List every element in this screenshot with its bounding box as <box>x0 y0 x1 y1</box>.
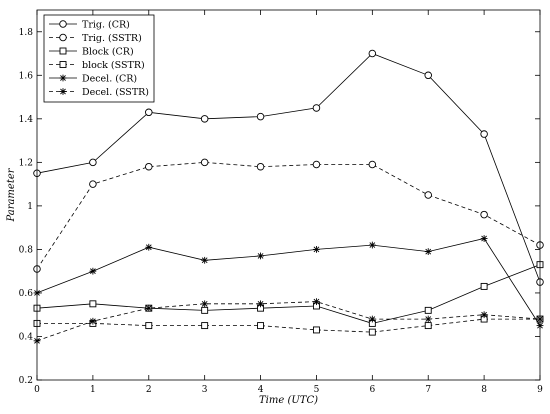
x-tick-label-6: 6 <box>369 385 375 395</box>
data-point-s1-4 <box>256 162 265 171</box>
data-point-s5-5 <box>313 298 320 306</box>
y-tick-label-7: 1.6 <box>19 71 34 81</box>
axes-frame <box>36 9 541 381</box>
legend-label-4: Decel. (CR) <box>82 73 137 84</box>
legend-marker-2 <box>59 47 67 55</box>
data-point-s4-3 <box>201 256 209 264</box>
data-point-s3-6 <box>368 328 376 336</box>
data-point-s2-7 <box>424 306 432 314</box>
data-point-s4-4 <box>257 252 264 260</box>
legend-entry-2: Block (CR) <box>49 46 134 57</box>
series-line-3 <box>37 318 540 333</box>
data-point-s0-7 <box>424 71 432 80</box>
data-point-s3-7 <box>424 322 432 330</box>
x-tick-label-1: 1 <box>90 385 96 395</box>
data-point-s1-7 <box>424 191 432 199</box>
data-point-s3-5 <box>312 326 320 334</box>
data-point-s1-1 <box>89 180 97 188</box>
legend-box <box>43 14 155 103</box>
y-tick-label-2: 0.6 <box>19 289 34 299</box>
x-tick-label-4: 4 <box>258 385 264 395</box>
data-point-s3-3 <box>201 322 209 330</box>
data-point-s0-4 <box>256 112 265 121</box>
data-point-s1-5 <box>312 160 321 169</box>
data-point-s5-7 <box>424 315 432 323</box>
data-point-s4-7 <box>424 248 432 255</box>
legend-marker-5 <box>59 88 67 95</box>
data-point-s4-1 <box>89 267 97 275</box>
legend-marker-3 <box>59 61 67 68</box>
y-tick-label-4: 1 <box>27 202 33 212</box>
data-point-s0-6 <box>368 49 377 58</box>
data-point-s3-2 <box>145 322 153 330</box>
x-tick-label-5: 5 <box>314 385 320 395</box>
x-tick-label-7: 7 <box>425 385 431 395</box>
data-point-s0-8 <box>480 130 488 138</box>
data-point-s1-2 <box>145 162 153 171</box>
series-line-2 <box>36 264 541 324</box>
data-point-s5-2 <box>145 304 153 312</box>
series-line-5 <box>36 301 541 342</box>
legend-label-5: Decel. (SSTR) <box>82 87 149 98</box>
data-point-s1-8 <box>480 210 488 219</box>
legend-entry-5: Decel. (SSTR) <box>49 87 149 98</box>
y-tick-label-8: 1.8 <box>19 28 34 38</box>
data-point-s4-2 <box>145 243 153 251</box>
legend-entry-1: Trig. (SSTR) <box>49 33 142 44</box>
x-axis-title: Time (UTC) <box>259 395 318 406</box>
data-point-s5-4 <box>257 300 264 308</box>
y-tick-label-3: 0.8 <box>19 245 34 255</box>
legend-marker-0 <box>59 20 67 28</box>
data-point-s5-1 <box>89 317 97 325</box>
data-point-s0-5 <box>312 104 321 112</box>
legend-entry-0: Trig. (CR) <box>49 19 130 30</box>
plot-area <box>33 49 544 345</box>
data-point-s0-3 <box>200 115 209 123</box>
data-point-s0-1 <box>89 158 97 167</box>
y-tick-label-5: 1.2 <box>19 158 33 168</box>
legend-entry-3: block (SSTR) <box>49 60 145 71</box>
y-tick-label-6: 1.4 <box>19 115 34 125</box>
legend-marker-1 <box>59 33 67 42</box>
data-point-s2-3 <box>201 306 209 314</box>
legend: Trig. (CR) Trig. (SSTR) Block (CR) block (S… <box>43 14 155 103</box>
data-point-s1-3 <box>200 158 209 167</box>
x-tick-label-9: 9 <box>537 385 543 395</box>
data-point-s0-2 <box>145 108 153 117</box>
data-point-s3-4 <box>257 322 265 330</box>
legend-label-0: Trig. (CR) <box>82 19 130 30</box>
legend-label-3: block (SSTR) <box>82 60 145 71</box>
x-tick-label-2: 2 <box>146 385 152 395</box>
x-tick-label-8: 8 <box>481 385 487 395</box>
series-line-1 <box>36 161 541 270</box>
y-axis-title: Parameter <box>6 167 17 222</box>
axes: 0 1 2 3 4 5 6 7 8 9 0.2 0.4 0.6 0.8 1 1.2 1.4 1.6 1.8 <box>19 9 543 395</box>
data-point-s1-6 <box>368 160 377 169</box>
legend-entry-4: Decel. (CR) <box>49 73 137 84</box>
x-tick-label-0: 0 <box>34 385 40 395</box>
data-point-s2-1 <box>89 300 97 308</box>
series-line-4 <box>36 238 541 326</box>
data-point-s4-8 <box>480 235 488 242</box>
data-point-s4-5 <box>313 246 320 253</box>
data-point-s5-3 <box>201 300 209 308</box>
data-point-s2-8 <box>480 282 488 290</box>
x-tick-label-3: 3 <box>202 385 208 395</box>
legend-label-1: Trig. (SSTR) <box>82 33 142 44</box>
legend-marker-4 <box>59 74 67 82</box>
data-point-s4-6 <box>368 241 376 249</box>
data-point-s5-8 <box>480 311 488 319</box>
series-line-0 <box>36 53 541 283</box>
y-tick-label-1: 0.4 <box>19 332 34 342</box>
y-tick-label-0: 0.2 <box>19 376 33 386</box>
data-point-s5-6 <box>368 315 376 323</box>
legend-label-2: Block (CR) <box>82 46 134 57</box>
